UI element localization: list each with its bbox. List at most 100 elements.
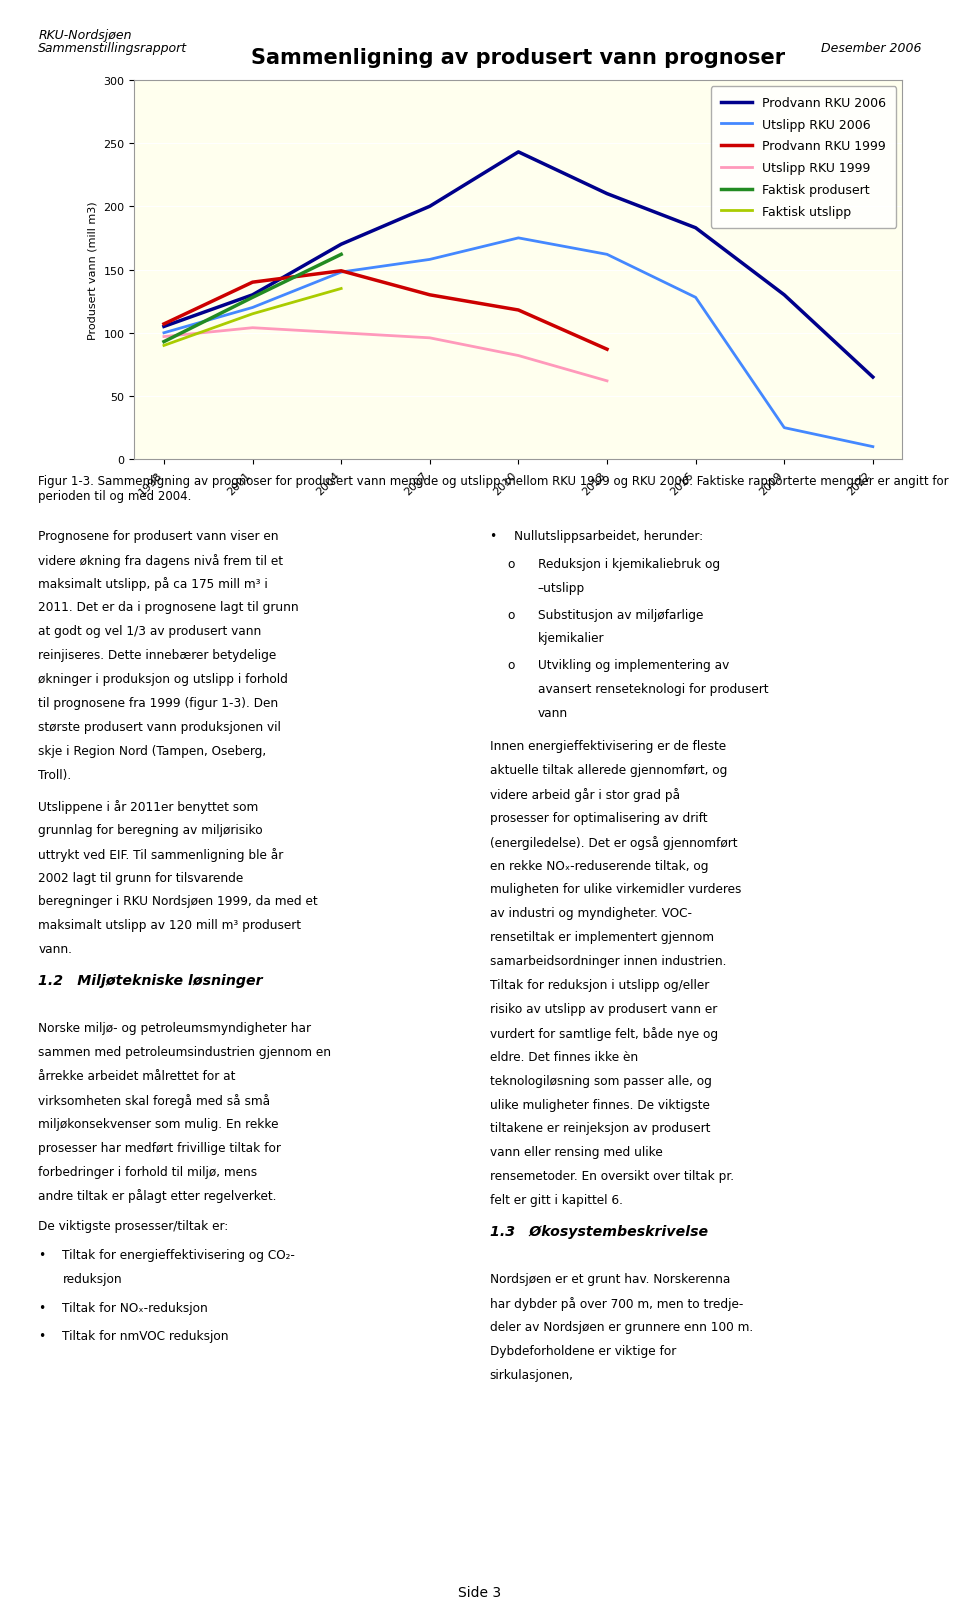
Faktisk utslipp: [335, 279, 347, 299]
Text: Troll).: Troll).: [38, 768, 72, 781]
Text: at godt og vel 1/3 av produsert vann: at godt og vel 1/3 av produsert vann: [38, 625, 262, 638]
Text: rensetiltak er implementert gjennom: rensetiltak er implementert gjennom: [490, 931, 713, 944]
Text: forbedringer i forhold til miljø, mens: forbedringer i forhold til miljø, mens: [38, 1165, 257, 1178]
Prodvann RKU 2006: [424, 197, 436, 216]
Line: Prodvann RKU 2006: Prodvann RKU 2006: [164, 153, 873, 378]
Text: eldre. Det finnes ikke èn: eldre. Det finnes ikke èn: [490, 1051, 637, 1064]
Prodvann RKU 2006: [247, 286, 258, 305]
Faktisk produsert: [158, 332, 170, 352]
Prodvann RKU 2006: [867, 368, 878, 387]
Text: en rekke NOₓ-reduserende tiltak, og: en rekke NOₓ-reduserende tiltak, og: [490, 859, 708, 872]
Text: rensemetoder. En oversikt over tiltak pr.: rensemetoder. En oversikt over tiltak pr…: [490, 1170, 733, 1183]
Text: økninger i produksjon og utslipp i forhold: økninger i produksjon og utslipp i forho…: [38, 673, 288, 686]
Utslipp RKU 1999: [158, 328, 170, 347]
Text: Substitusjon av miljøfarlige: Substitusjon av miljøfarlige: [538, 608, 703, 621]
Text: grunnlag for beregning av miljørisiko: grunnlag for beregning av miljørisiko: [38, 823, 263, 836]
Text: teknologiløsning som passer alle, og: teknologiløsning som passer alle, og: [490, 1073, 711, 1086]
Text: –utslipp: –utslipp: [538, 583, 585, 596]
Utslipp RKU 2006: [779, 418, 790, 437]
Text: reinjiseres. Dette innebærer betydelige: reinjiseres. Dette innebærer betydelige: [38, 649, 276, 662]
Text: Side 3: Side 3: [459, 1585, 501, 1599]
Text: har dybder på over 700 m, men to tredje-: har dybder på over 700 m, men to tredje-: [490, 1296, 743, 1311]
Line: Prodvann RKU 1999: Prodvann RKU 1999: [164, 271, 607, 350]
Text: sammen med petroleumsindustrien gjennom en: sammen med petroleumsindustrien gjennom …: [38, 1046, 331, 1059]
Text: •: •: [490, 529, 497, 542]
Utslipp RKU 2006: [424, 250, 436, 270]
Text: vann: vann: [538, 707, 567, 720]
Text: samarbeidsordninger innen industrien.: samarbeidsordninger innen industrien.: [490, 954, 726, 967]
Faktisk utslipp: [247, 305, 258, 324]
Text: prosesser har medført frivillige tiltak for: prosesser har medført frivillige tiltak …: [38, 1141, 281, 1154]
Text: 1.2 Miljøtekniske løsninger: 1.2 Miljøtekniske løsninger: [38, 973, 263, 988]
Utslipp RKU 2006: [158, 324, 170, 344]
Y-axis label: Produsert vann (mill m3): Produsert vann (mill m3): [88, 202, 98, 339]
Text: prosesser for optimalisering av drift: prosesser for optimalisering av drift: [490, 812, 708, 825]
Text: •: •: [38, 1248, 46, 1262]
Text: o: o: [507, 558, 515, 571]
Prodvann RKU 2006: [690, 220, 702, 239]
Text: Tiltak for NOₓ-reduksjon: Tiltak for NOₓ-reduksjon: [62, 1301, 208, 1314]
Prodvann RKU 2006: [513, 144, 524, 163]
Text: Innen energieffektivisering er de fleste: Innen energieffektivisering er de fleste: [490, 739, 726, 752]
Text: (energiledelse). Det er også gjennomført: (energiledelse). Det er også gjennomført: [490, 834, 737, 849]
Prodvann RKU 1999: [158, 315, 170, 334]
Text: Dybdeforholdene er viktige for: Dybdeforholdene er viktige for: [490, 1344, 676, 1357]
Text: avansert renseteknologi for produsert: avansert renseteknologi for produsert: [538, 683, 768, 696]
Prodvann RKU 1999: [335, 261, 347, 281]
Prodvann RKU 2006: [158, 318, 170, 337]
Text: De viktigste prosesser/tiltak er:: De viktigste prosesser/tiltak er:: [38, 1220, 228, 1233]
Text: beregninger i RKU Nordsjøen 1999, da med et: beregninger i RKU Nordsjøen 1999, da med…: [38, 894, 318, 907]
Line: Utslipp RKU 1999: Utslipp RKU 1999: [164, 329, 607, 381]
Utslipp RKU 2006: [335, 263, 347, 282]
Utslipp RKU 1999: [247, 320, 258, 339]
Utslipp RKU 2006: [601, 245, 612, 265]
Text: Figur 1-3. Sammenligning av prognoser for produsert vann mengde og utslipp mello: Figur 1-3. Sammenligning av prognoser fo…: [38, 475, 949, 502]
Title: Sammenligning av produsert vann prognoser: Sammenligning av produsert vann prognose…: [252, 48, 785, 68]
Text: kjemikalier: kjemikalier: [538, 633, 604, 646]
Utslipp RKU 1999: [513, 347, 524, 366]
Line: Faktisk produsert: Faktisk produsert: [164, 255, 341, 342]
Text: 2011. Det er da i prognosene lagt til grunn: 2011. Det er da i prognosene lagt til gr…: [38, 600, 299, 613]
Prodvann RKU 2006: [601, 186, 612, 205]
Text: Tiltak for nmVOC reduksjon: Tiltak for nmVOC reduksjon: [62, 1330, 228, 1343]
Text: RKU-Nordsjøen: RKU-Nordsjøen: [38, 29, 132, 42]
Text: vann eller rensing med ulike: vann eller rensing med ulike: [490, 1146, 662, 1159]
Utslipp RKU 1999: [335, 324, 347, 344]
Text: uttrykt ved EIF. Til sammenligning ble år: uttrykt ved EIF. Til sammenligning ble å…: [38, 847, 283, 860]
Utslipp RKU 1999: [424, 329, 436, 349]
Text: skje i Region Nord (Tampen, Oseberg,: skje i Region Nord (Tampen, Oseberg,: [38, 744, 267, 757]
Text: 2002 lagt til grunn for tilsvarende: 2002 lagt til grunn for tilsvarende: [38, 872, 244, 884]
Text: maksimalt utslipp, på ca 175 mill m³ i: maksimalt utslipp, på ca 175 mill m³ i: [38, 578, 268, 591]
Text: andre tiltak er pålagt etter regelverket.: andre tiltak er pålagt etter regelverket…: [38, 1188, 276, 1202]
Line: Utslipp RKU 2006: Utslipp RKU 2006: [164, 239, 873, 447]
Text: vurdert for samtlige felt, både nye og: vurdert for samtlige felt, både nye og: [490, 1027, 718, 1039]
Prodvann RKU 1999: [513, 302, 524, 321]
Prodvann RKU 1999: [424, 286, 436, 305]
Text: Nullutslippsarbeidet, herunder:: Nullutslippsarbeidet, herunder:: [514, 529, 703, 542]
Text: muligheten for ulike virkemidler vurderes: muligheten for ulike virkemidler vurdere…: [490, 883, 741, 896]
Text: deler av Nordsjøen er grunnere enn 100 m.: deler av Nordsjøen er grunnere enn 100 m…: [490, 1320, 753, 1333]
Legend: Prodvann RKU 2006, Utslipp RKU 2006, Prodvann RKU 1999, Utslipp RKU 1999, Faktis: Prodvann RKU 2006, Utslipp RKU 2006, Pro…: [711, 87, 896, 229]
Text: årrekke arbeidet målrettet for at: årrekke arbeidet målrettet for at: [38, 1068, 236, 1083]
Text: risiko av utslipp av produsert vann er: risiko av utslipp av produsert vann er: [490, 1002, 717, 1015]
Text: virksomheten skal foregå med så små: virksomheten skal foregå med så små: [38, 1093, 271, 1107]
Text: til prognosene fra 1999 (figur 1-3). Den: til prognosene fra 1999 (figur 1-3). Den: [38, 697, 278, 710]
Faktisk produsert: [335, 245, 347, 265]
Text: Prognosene for produsert vann viser en: Prognosene for produsert vann viser en: [38, 529, 279, 542]
Text: Utslippene i år 2011er benyttet som: Utslippene i år 2011er benyttet som: [38, 799, 258, 813]
Prodvann RKU 2006: [779, 286, 790, 305]
Text: ulike muligheter finnes. De viktigste: ulike muligheter finnes. De viktigste: [490, 1098, 709, 1110]
Utslipp RKU 2006: [247, 299, 258, 318]
Text: o: o: [507, 659, 515, 671]
Text: aktuelle tiltak allerede gjennomført, og: aktuelle tiltak allerede gjennomført, og: [490, 763, 727, 776]
Utslipp RKU 2006: [867, 437, 878, 457]
Text: 1.3 Økosystembeskrivelse: 1.3 Økosystembeskrivelse: [490, 1225, 708, 1238]
Text: av industri og myndigheter. VOC-: av industri og myndigheter. VOC-: [490, 907, 691, 920]
Text: •: •: [38, 1330, 46, 1343]
Text: o: o: [507, 608, 515, 621]
Faktisk produsert: [247, 289, 258, 308]
Text: videre arbeid går i stor grad på: videre arbeid går i stor grad på: [490, 788, 680, 801]
Text: videre økning fra dagens nivå frem til et: videre økning fra dagens nivå frem til e…: [38, 554, 283, 567]
Text: maksimalt utslipp av 120 mill m³ produsert: maksimalt utslipp av 120 mill m³ produse…: [38, 918, 301, 931]
Text: •: •: [38, 1301, 46, 1314]
